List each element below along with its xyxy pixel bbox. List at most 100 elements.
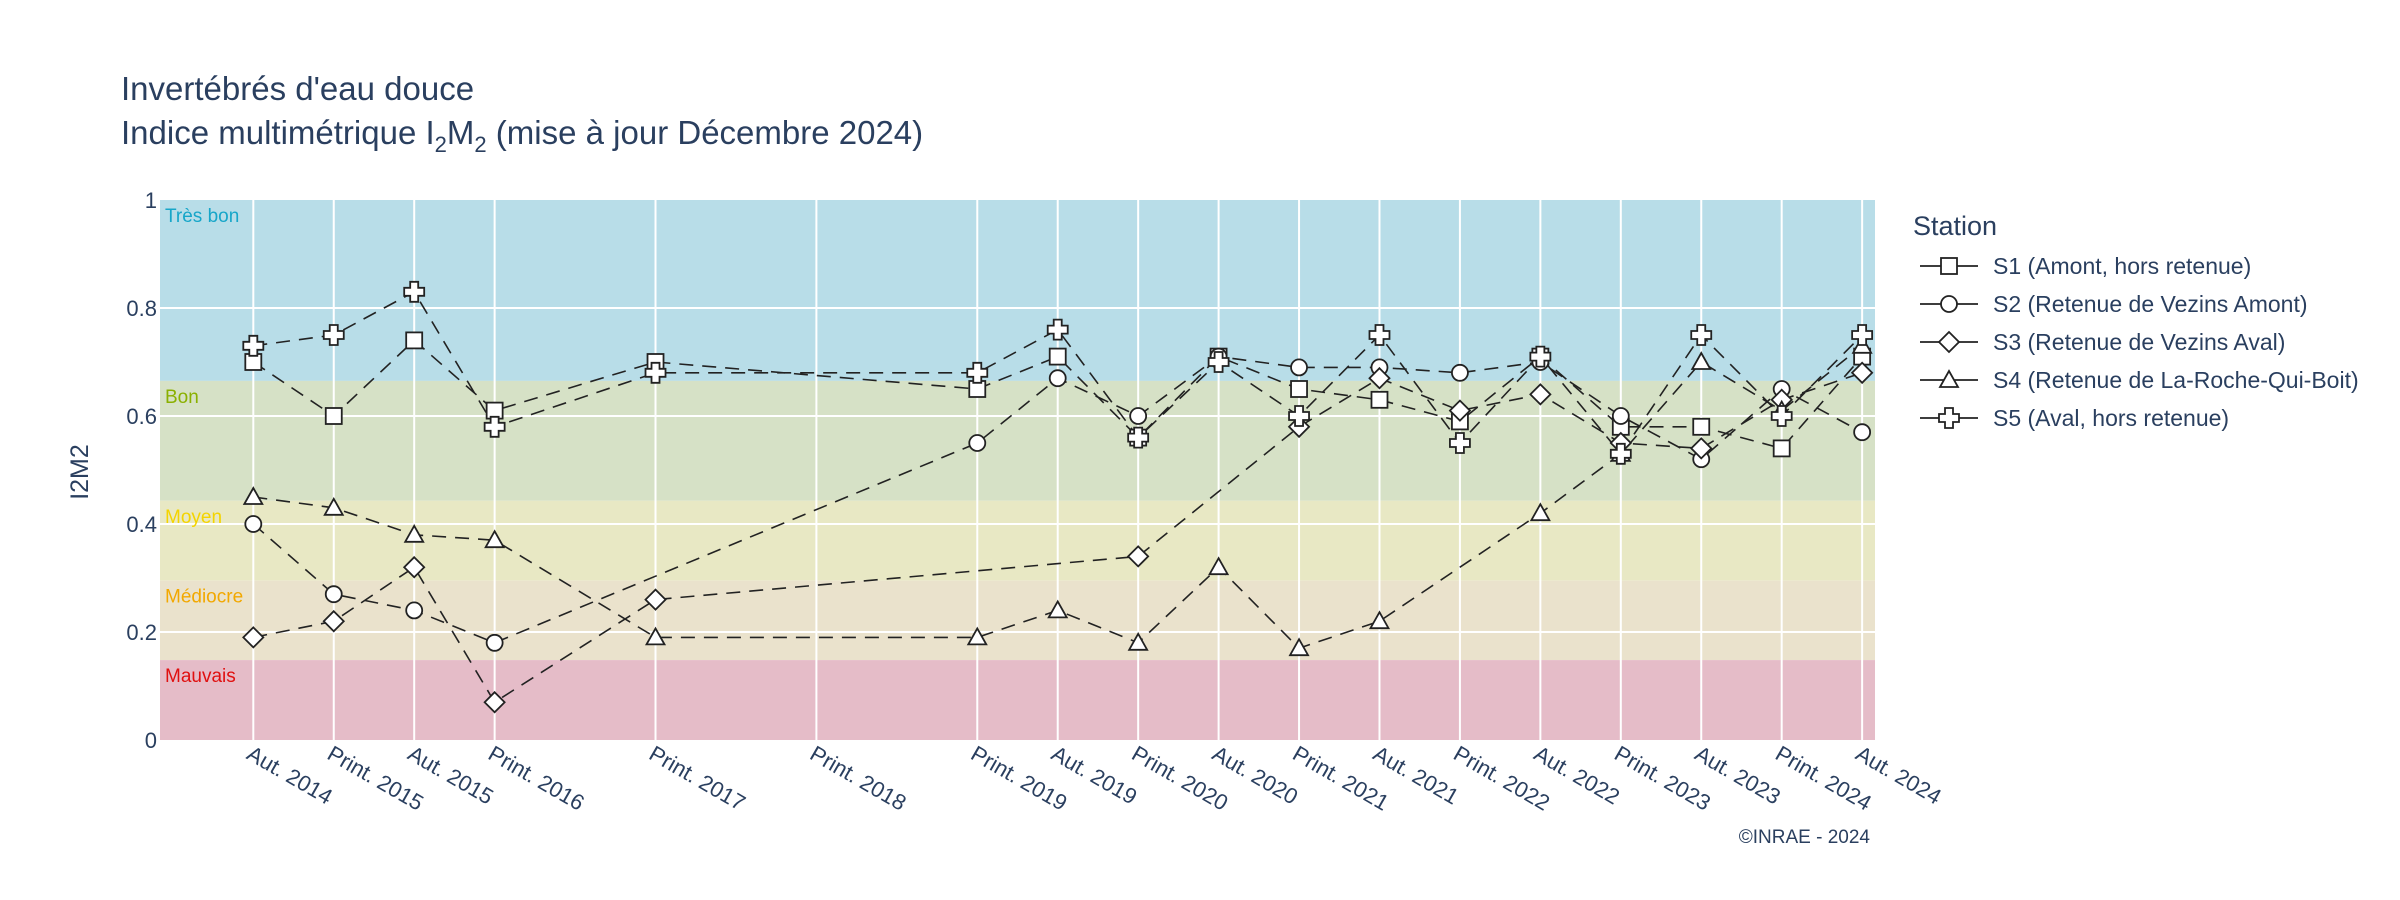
series-point-s2	[1290, 358, 1308, 377]
series-point-s3	[1448, 399, 1472, 422]
legend-swatch-marker	[1940, 257, 1958, 275]
series-point-s3	[1368, 366, 1391, 390]
series-markers	[242, 280, 1874, 714]
series-point-s3	[242, 626, 265, 649]
series-point-s5	[1851, 324, 1874, 346]
band-mediocre	[160, 580, 1875, 661]
legend-item-s5[interactable]: S5 (Aval, hors retenue)	[1920, 405, 2229, 431]
series-point-s5	[1449, 432, 1471, 454]
series-point-s4	[1047, 599, 1069, 619]
series-point-s3	[1689, 437, 1713, 460]
band-bon	[160, 380, 1875, 501]
series-point-s1	[324, 407, 343, 425]
series-point-s3	[1850, 361, 1874, 385]
band-moyen	[160, 500, 1875, 581]
credit: ©INRAE - 2024	[1739, 827, 1871, 848]
legend-swatch-marker	[1938, 369, 1960, 388]
series-point-s2	[1451, 363, 1469, 382]
x-tick-label: Print. 2018	[806, 741, 911, 816]
series-point-s4	[484, 529, 506, 549]
series-point-s4	[1368, 610, 1391, 630]
legend-title: Station	[1913, 211, 1997, 241]
series-point-s5	[1127, 426, 1150, 449]
series-point-s5	[1288, 405, 1310, 427]
series-point-s5	[242, 334, 265, 357]
series-point-s2	[244, 515, 263, 533]
series-line-s3	[253, 372, 1863, 704]
series-point-s5	[1368, 324, 1391, 346]
legend-swatch-marker	[1940, 295, 1958, 313]
series-point-s4	[644, 626, 667, 646]
series-point-s3	[402, 555, 426, 579]
series-point-s4	[242, 486, 264, 505]
legend-swatch-marker	[1938, 407, 1960, 429]
series-point-s2	[1129, 407, 1148, 425]
series-point-s5	[1529, 345, 1552, 368]
series-point-s2	[1048, 369, 1067, 388]
x-tick-label: Print. 2017	[645, 741, 750, 816]
series-point-s3	[644, 588, 667, 611]
series-point-s2	[1611, 407, 1630, 425]
series-point-s1	[1370, 390, 1389, 409]
series-point-s1	[1290, 380, 1308, 398]
y-axis-title: I2M2	[66, 444, 94, 500]
series-line-s1	[252, 339, 1863, 450]
grid-lines	[160, 200, 1875, 740]
plot-area: Très bon Bon Moyen Médiocre Mauvais	[160, 200, 1875, 740]
legend[interactable]: Station S1 (Amont, hors retenue) S2 (Rete…	[1913, 211, 2359, 431]
series-point-s5	[403, 280, 426, 303]
y-tick-label: 0.4	[126, 512, 157, 537]
legend-label: S2 (Retenue de Vezins Amont)	[1993, 291, 2308, 317]
series-point-s5	[1207, 351, 1230, 373]
series-point-s4	[323, 496, 345, 516]
y-tick-label: 0	[145, 728, 157, 753]
legend-item-s3[interactable]: S3 (Retenue de Vezins Aval)	[1920, 329, 2285, 355]
series-point-s2	[485, 633, 504, 652]
series-point-s5	[1770, 405, 1793, 427]
series-point-s3	[1126, 545, 1150, 568]
x-tick-label: Aut. 2014	[243, 741, 337, 810]
quality-band-labels: Très bon Bon Moyen Médiocre Mauvais	[165, 206, 243, 687]
series-point-s1	[1692, 417, 1711, 436]
series-point-s2	[405, 601, 424, 620]
band-tres-bon	[160, 200, 1875, 381]
series-point-s3	[1529, 383, 1552, 406]
x-tick-label: Print. 2016	[484, 741, 589, 816]
y-tick-label: 0.2	[126, 620, 157, 645]
legend-swatch-marker	[1937, 330, 1961, 354]
series-point-s5	[483, 415, 506, 438]
y-tick-label: 0.8	[126, 296, 157, 321]
series-point-s5	[322, 324, 345, 346]
series-point-s5	[1609, 442, 1632, 465]
quality-bands	[160, 200, 1875, 740]
series-point-s4	[1127, 631, 1149, 651]
series-point-s3	[322, 609, 346, 633]
series-point-s3	[483, 690, 506, 714]
band-label-tres-bon: Très bon	[165, 206, 239, 227]
series-line-s2	[252, 355, 1863, 644]
band-label-mauvais: Mauvais	[165, 666, 236, 687]
band-label-moyen: Moyen	[165, 507, 222, 528]
series-point-s4	[1288, 637, 1310, 657]
series-point-s5	[1690, 324, 1713, 346]
series-point-s4	[403, 523, 425, 543]
series-point-s4	[1208, 556, 1230, 576]
chart-subtitle: Indice multimétrique I2M2 (mise à jour D…	[121, 114, 923, 157]
y-tick-label: 1	[145, 188, 157, 213]
legend-label: S3 (Retenue de Vezins Aval)	[1993, 329, 2285, 355]
legend-label: S5 (Aval, hors retenue)	[1993, 405, 2229, 431]
legend-item-s2[interactable]: S2 (Retenue de Vezins Amont)	[1920, 291, 2308, 317]
series-point-s4	[1690, 351, 1712, 370]
legend-label: S1 (Amont, hors retenue)	[1993, 253, 2251, 279]
legend-item-s4[interactable]: S4 (Retenue de La-Roche-Qui-Boit)	[1920, 367, 2359, 393]
series-point-s4	[966, 626, 988, 646]
legend-item-s1[interactable]: S1 (Amont, hors retenue)	[1920, 253, 2251, 279]
legend-label: S4 (Retenue de La-Roche-Qui-Boit)	[1993, 367, 2359, 393]
band-mauvais	[160, 660, 1875, 740]
series-point-s4	[1529, 502, 1551, 522]
series-point-s2	[1853, 423, 1872, 442]
series-point-s1	[405, 331, 424, 350]
series-point-s5	[1046, 318, 1069, 341]
band-label-mediocre: Médiocre	[165, 587, 243, 608]
